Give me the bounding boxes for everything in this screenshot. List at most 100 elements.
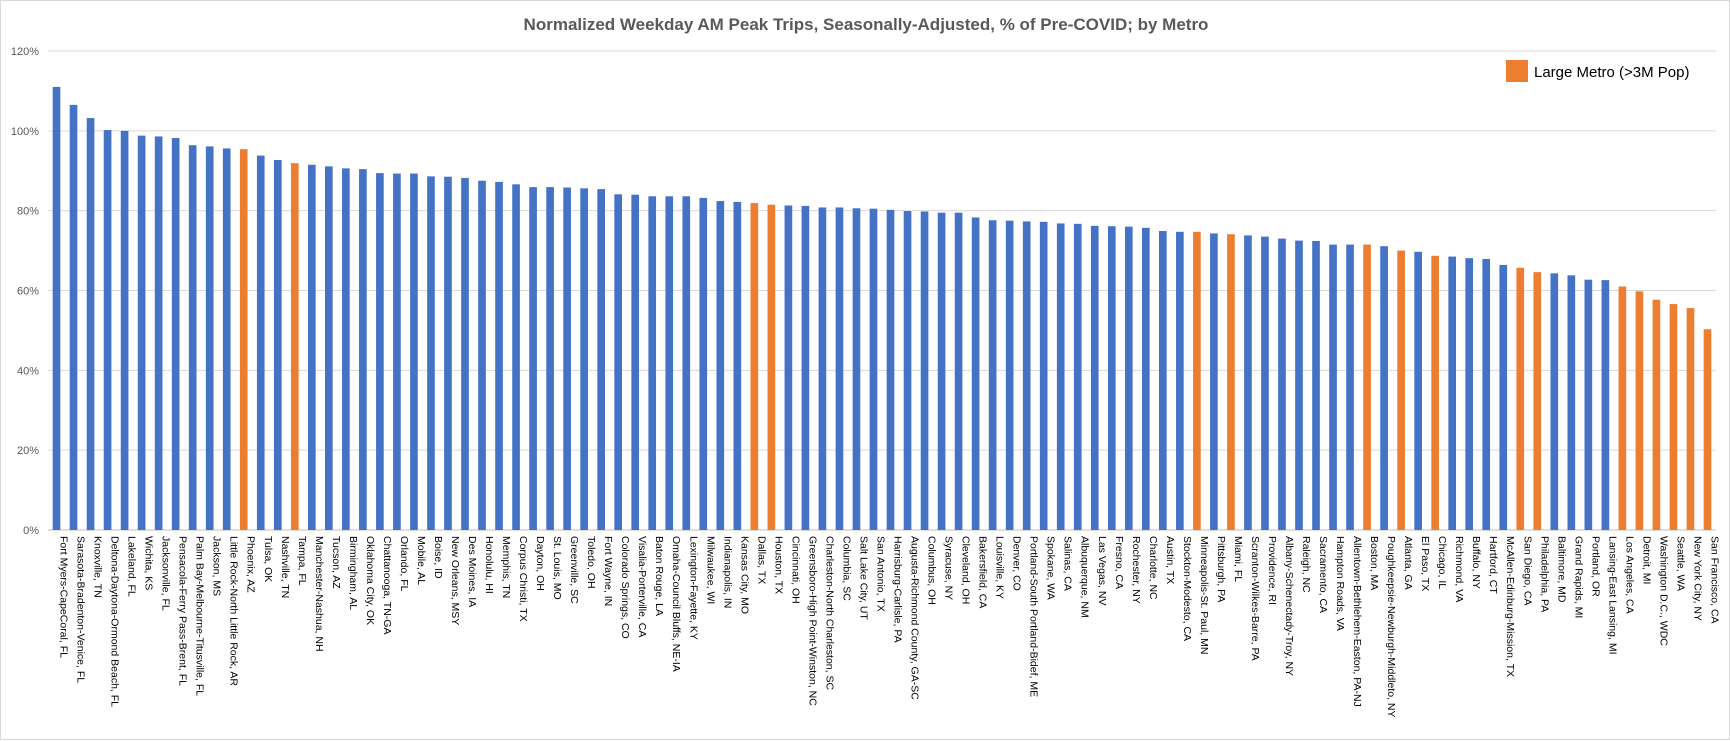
x-tick-label: Poughkeepsie-Newburgh-Middleto, NY [1385, 536, 1397, 718]
bar [716, 201, 725, 530]
bar [171, 138, 180, 531]
x-tick-label: Oklahoma City, OK [364, 536, 376, 625]
x-tick-label: Pensacola-Ferry Pass-Brent, FL [177, 536, 189, 686]
bar [988, 220, 997, 530]
x-tick-label: Charlotte, NC [1147, 536, 1159, 600]
x-tick-label: Rochester, NY [1130, 536, 1142, 604]
x-tick-label: Harrisburg-Carlisle, PA [892, 536, 904, 643]
x-tick-label: Cincinnati, OH [789, 536, 801, 604]
x-tick-label: Des Moines, IA [466, 536, 478, 607]
x-tick-label: Fort Wayne, IN [602, 536, 614, 606]
bar [1686, 308, 1695, 530]
bar [665, 196, 674, 530]
bar [1312, 241, 1320, 530]
x-tick-label: Palm Bay-Melbourne-Titusville, FL [194, 536, 206, 696]
bar [325, 166, 333, 530]
y-axis-ticks: 0% 20% 40% 60% 80% 100% 120% [11, 46, 39, 537]
x-tick-label: Salt Lake City, UT [857, 536, 869, 620]
bar [1601, 280, 1610, 530]
bar [801, 205, 810, 531]
x-tick-label: Manchester-Nashua, NH [313, 536, 325, 652]
bar [869, 208, 878, 530]
bar [307, 164, 316, 530]
bar [1005, 220, 1014, 531]
x-tick-label: Honolulu, HI [483, 536, 495, 594]
x-tick-label: Los Angeles, CA [1623, 536, 1635, 614]
bar [886, 209, 895, 530]
bar [1073, 223, 1082, 530]
bar [529, 187, 537, 530]
bar [256, 155, 265, 530]
bar [1193, 231, 1201, 530]
bar [1056, 223, 1065, 530]
x-tick-label: Dallas, TX [755, 536, 767, 584]
x-tick-label: Fresno, CA [1113, 536, 1125, 589]
x-tick-label: Boston, MA [1368, 536, 1380, 590]
bar [1550, 273, 1559, 530]
x-tick-label: Houston, TX [772, 536, 784, 594]
bar [835, 207, 844, 530]
x-tick-label: Lakeland, FL [126, 536, 138, 597]
x-tick-label: Cleveland, OH [960, 536, 972, 604]
x-tick-label: Corpus Christi, TX [517, 536, 529, 622]
bar [154, 136, 163, 530]
x-tick-label: Syracuse, NY [943, 536, 955, 600]
x-tick-label: Memphis, TN [500, 536, 512, 598]
bar [1107, 226, 1116, 530]
bar [1414, 251, 1422, 531]
x-tick-label: Raleigh, NC [1300, 536, 1312, 593]
bar [750, 203, 759, 530]
x-tick-label: El Paso, TX [1419, 536, 1431, 591]
y-tick-label: 60% [17, 286, 39, 298]
x-tick-label: Albany-Schenectady-Troy, NY [1283, 536, 1295, 676]
bar [546, 187, 554, 530]
bar [597, 189, 605, 530]
x-tick-label: Omaha-Council Bluffs, NE-IA [670, 536, 682, 672]
bar [1465, 258, 1474, 530]
bar [1618, 286, 1627, 530]
bar [342, 168, 350, 531]
x-tick-label: Jacksonville, FL [160, 536, 172, 611]
x-tick-label: Charleston-North Charleston, SC [823, 536, 835, 690]
x-tick-label: Chicago, IL [1436, 536, 1448, 589]
x-tick-label: Milwaukee, WI [704, 536, 716, 604]
bar [1210, 233, 1218, 530]
bar [188, 145, 197, 530]
bar [1022, 221, 1031, 531]
bar [767, 204, 776, 530]
x-tick-label: Louisville, KY [994, 536, 1006, 599]
x-tick-label: Denver, CO [1011, 536, 1023, 591]
x-tick-label: Knoxville, TN [92, 536, 104, 598]
legend-label-large-metro: Large Metro (>3M Pop) [1534, 64, 1690, 81]
x-tick-label: Baltimore, MD [1555, 536, 1567, 603]
bar [478, 180, 486, 530]
x-tick-label: Portland, OR [1589, 536, 1601, 597]
x-tick-label: Little Rock-North Little Rock, AR [228, 536, 240, 686]
x-axis-ticks: Fort Myers-CapeCoral, FL Sarasota-Bradent… [58, 536, 1721, 718]
x-tick-label: Albuquerque, NM [1079, 536, 1091, 618]
x-tick-label: Augusta-Richmond County, GA-SC [909, 536, 921, 700]
y-tick-label: 20% [17, 445, 39, 457]
bar [1176, 231, 1184, 530]
bar [631, 194, 640, 530]
bar [818, 207, 827, 530]
x-tick-label: Providence, RI [1266, 536, 1278, 605]
bar [120, 130, 129, 531]
x-tick-label: Visalia-Porterville, CA [636, 536, 648, 637]
bar [359, 169, 367, 531]
legend-swatch-large-metro [1506, 60, 1528, 82]
bar [784, 205, 793, 531]
bar [1295, 240, 1303, 530]
x-tick-label: Fort Myers-CapeCoral, FL [58, 536, 70, 658]
bar [903, 211, 912, 530]
x-tick-label: Colorado Springs, CO [619, 536, 631, 639]
x-tick-label: Tulsa, OK [262, 536, 274, 582]
bar [1039, 221, 1048, 531]
bar [563, 187, 571, 530]
x-tick-label: Spokane, WA [1045, 536, 1057, 600]
bar [648, 196, 657, 530]
x-tick-label: Austin, TX [1164, 536, 1176, 584]
bar [376, 173, 384, 530]
